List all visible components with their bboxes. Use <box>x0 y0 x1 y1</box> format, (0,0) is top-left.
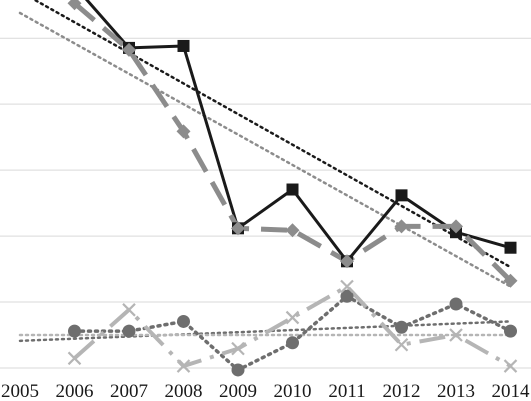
data-point <box>449 328 463 342</box>
series-markers <box>67 0 518 377</box>
x-tick-label: 2010 <box>274 381 312 401</box>
data-point <box>68 324 81 338</box>
trendline <box>18 11 512 288</box>
x-tick-label: 2007 <box>110 381 148 401</box>
x-tick-label: 2005 <box>1 381 39 401</box>
trendline <box>32 0 512 269</box>
data-point <box>340 254 354 269</box>
data-point <box>395 320 408 334</box>
data-point <box>176 124 191 139</box>
data-point <box>503 273 518 288</box>
data-point <box>394 219 409 234</box>
data-point <box>285 310 300 325</box>
x-tick-label: 2012 <box>383 381 421 401</box>
data-point <box>286 183 299 196</box>
data-point <box>177 39 190 52</box>
data-point <box>122 303 136 317</box>
data-point <box>395 189 408 202</box>
x-tick-label: 2006 <box>56 381 94 401</box>
data-point <box>503 359 518 373</box>
data-point <box>394 337 409 352</box>
series-line <box>84 0 511 263</box>
data-point <box>340 279 354 294</box>
gridlines <box>0 37 531 369</box>
data-point <box>285 223 300 238</box>
x-axis-tick-labels: 2005 2006 2007 2008 2009 2010 2011 2012 2013 2014 <box>1 381 530 401</box>
data-point <box>231 221 245 236</box>
x-tick-label: 2011 <box>328 381 365 401</box>
series-line <box>72 1 513 283</box>
x-tick-label: 2013 <box>437 381 475 401</box>
data-point <box>340 289 354 303</box>
data-point <box>449 297 463 311</box>
x-tick-label: 2008 <box>165 381 203 401</box>
data-point <box>286 336 299 350</box>
data-point <box>449 219 463 234</box>
data-point <box>231 341 245 356</box>
data-point <box>231 363 245 377</box>
data-point <box>67 0 82 11</box>
data-point <box>122 324 136 338</box>
data-point <box>177 314 190 328</box>
data-point <box>504 324 517 338</box>
series-line <box>73 284 512 369</box>
x-tick-label: 2014 <box>492 381 531 401</box>
data-point <box>67 351 82 366</box>
data-point <box>504 241 517 254</box>
x-tick-label: 2009 <box>219 381 257 401</box>
data-point <box>122 42 136 57</box>
series-line <box>72 294 513 372</box>
data-point <box>176 359 191 373</box>
